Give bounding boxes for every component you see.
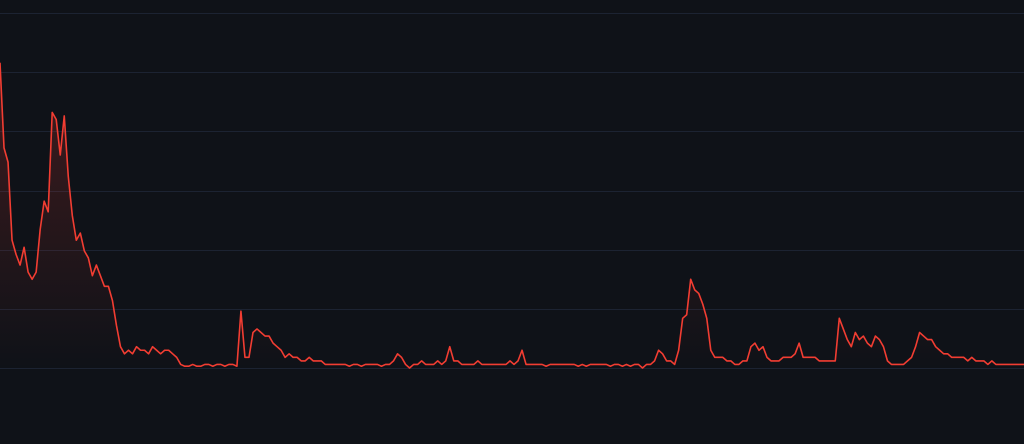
- price-line: [0, 62, 1024, 369]
- gridlines: [0, 13, 1024, 369]
- price-area-fill: [0, 62, 1024, 368]
